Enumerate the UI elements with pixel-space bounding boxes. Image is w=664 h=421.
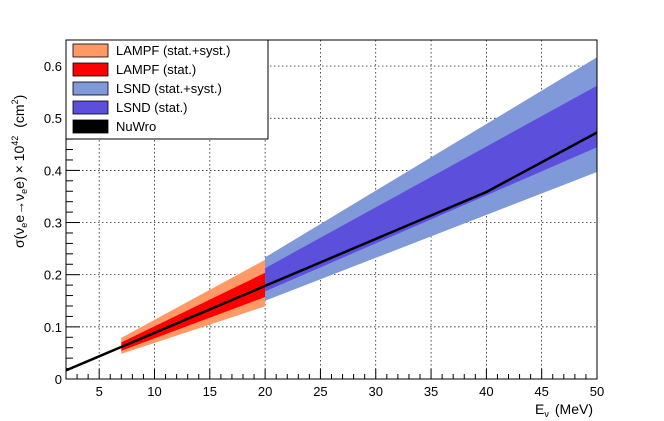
y-axis-unit-sup: 2	[10, 99, 20, 104]
y-axis-sigma: σ	[11, 239, 27, 248]
y-axis-nu2-sub: e	[19, 189, 29, 194]
x-axis-subscript: ν	[544, 409, 549, 419]
y-tick-label: 0	[55, 372, 62, 387]
y-axis-e4: e	[11, 181, 27, 189]
legend: LAMPF (stat.+syst.) LAMPF (stat.) LSND (…	[65, 39, 269, 140]
x-tick-label: 40	[479, 384, 493, 399]
x-tick-label: 30	[369, 384, 383, 399]
legend-label-lampf-stat: LAMPF (stat.)	[116, 62, 196, 77]
legend-swatch-lsnd-stat-syst	[72, 81, 109, 96]
legend-label-lsnd-stat-syst: LSND (stat.+syst.)	[116, 81, 222, 96]
y-axis-open: (	[11, 234, 27, 239]
band-3	[265, 85, 597, 292]
legend-swatch-lampf-stat	[72, 62, 109, 77]
x-tick-label: 20	[258, 384, 272, 399]
y-axis-close: )	[11, 176, 27, 181]
x-tick-label: 50	[590, 384, 604, 399]
x-tick-label: 5	[96, 384, 103, 399]
x-axis-symbol: E	[535, 401, 544, 417]
y-tick-label: 0.5	[44, 111, 62, 126]
x-tick-label: 25	[313, 384, 327, 399]
x-axis-title: Eν (MeV)	[535, 401, 593, 419]
y-axis-unit-open: (cm	[11, 104, 27, 127]
y-axis-nu2: ν	[11, 194, 27, 201]
y-tick-label: 0.4	[44, 163, 62, 178]
y-tick-label: 0.2	[44, 268, 62, 283]
y-axis-nu1: ν	[11, 228, 27, 235]
legend-label-lampf-stat-syst: LAMPF (stat.+syst.)	[116, 43, 231, 58]
y-tick-label: 0.1	[44, 320, 62, 335]
y-axis-times: × 10	[11, 146, 27, 174]
legend-swatch-nuwro	[72, 119, 109, 134]
y-axis-nu1-sub: e	[19, 223, 29, 228]
nuwro-curve	[65, 131, 598, 372]
legend-label-nuwro: NuWro	[116, 119, 156, 134]
x-tick-label: 45	[534, 384, 548, 399]
y-tick-label: 0.3	[44, 216, 62, 231]
y-axis-arrow: →	[11, 201, 27, 215]
y-axis-e2: e	[11, 215, 27, 223]
y-axis-title: σ(νee→νee)× 1042(cm2)	[10, 95, 29, 248]
x-tick-label: 10	[147, 384, 161, 399]
x-tick-label: 35	[424, 384, 438, 399]
x-axis-unit: (MeV)	[555, 401, 593, 417]
x-tick-label: 15	[203, 384, 217, 399]
legend-label-lsnd-stat: LSND (stat.)	[116, 100, 188, 115]
y-axis-unit-close: )	[11, 95, 27, 100]
legend-swatch-lsnd-stat	[72, 100, 109, 115]
y-tick-label: 0.6	[44, 59, 62, 74]
legend-swatch-lampf-stat-syst	[72, 43, 109, 58]
y-axis-exp: 42	[10, 136, 20, 146]
nuwro-line	[65, 131, 598, 372]
